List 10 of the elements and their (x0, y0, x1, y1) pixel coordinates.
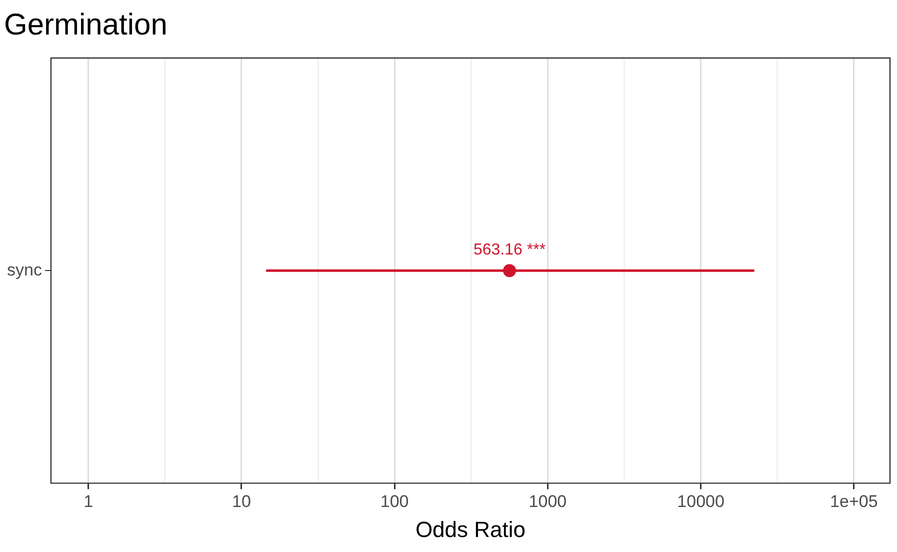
x-axis-title: Odds Ratio (415, 516, 526, 542)
chart-title: Germination (4, 8, 168, 42)
x-tick-label: 1 (84, 492, 94, 512)
x-tick-label: 10 (232, 492, 251, 512)
x-tick-label: 100 (380, 492, 409, 512)
y-tick-label: sync (6, 260, 42, 280)
x-tick-label: 1000 (528, 492, 567, 512)
data-label: 563.16 *** (473, 242, 546, 259)
x-tick-label: 1e+05 (830, 492, 878, 512)
x-tick-label: 10000 (677, 492, 724, 512)
